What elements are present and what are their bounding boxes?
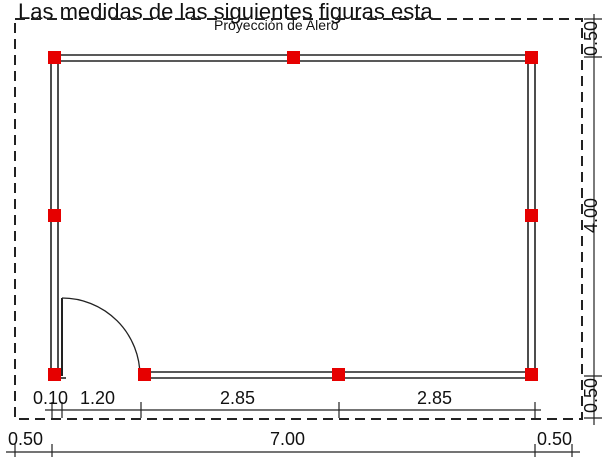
dimension-line-vertical (584, 14, 602, 425)
column (138, 368, 151, 381)
walls (50, 54, 536, 379)
door (61, 297, 141, 377)
dim-label-0-50-right: 0.50 (537, 429, 572, 449)
column (525, 51, 538, 64)
dim-label-7-00: 7.00 (270, 429, 305, 449)
column (48, 51, 61, 64)
door-swing-arc (61, 297, 141, 377)
columns (48, 51, 538, 381)
dim-label-0-50-top: 0.50 (581, 21, 601, 56)
dimension-line-inner (45, 402, 541, 418)
dim-label-0-50-bottom: 0.50 (581, 378, 601, 413)
dimension-line-outer (6, 444, 580, 457)
dim-label-2-85-right: 2.85 (417, 388, 452, 408)
roof-projection-outline (14, 18, 583, 420)
roof-projection-label: Proyección de Alero (214, 17, 339, 33)
dim-label-0-50-left: 0.50 (8, 429, 43, 449)
column (287, 51, 300, 64)
dim-label-1-20: 1.20 (80, 388, 115, 408)
column (48, 368, 61, 381)
column (332, 368, 345, 381)
column (48, 209, 61, 222)
dim-label-4-00: 4.00 (581, 198, 601, 233)
dim-label-2-85-left: 2.85 (220, 388, 255, 408)
column (525, 209, 538, 222)
dim-label-0-10: 0.10 (33, 388, 68, 408)
column (525, 368, 538, 381)
